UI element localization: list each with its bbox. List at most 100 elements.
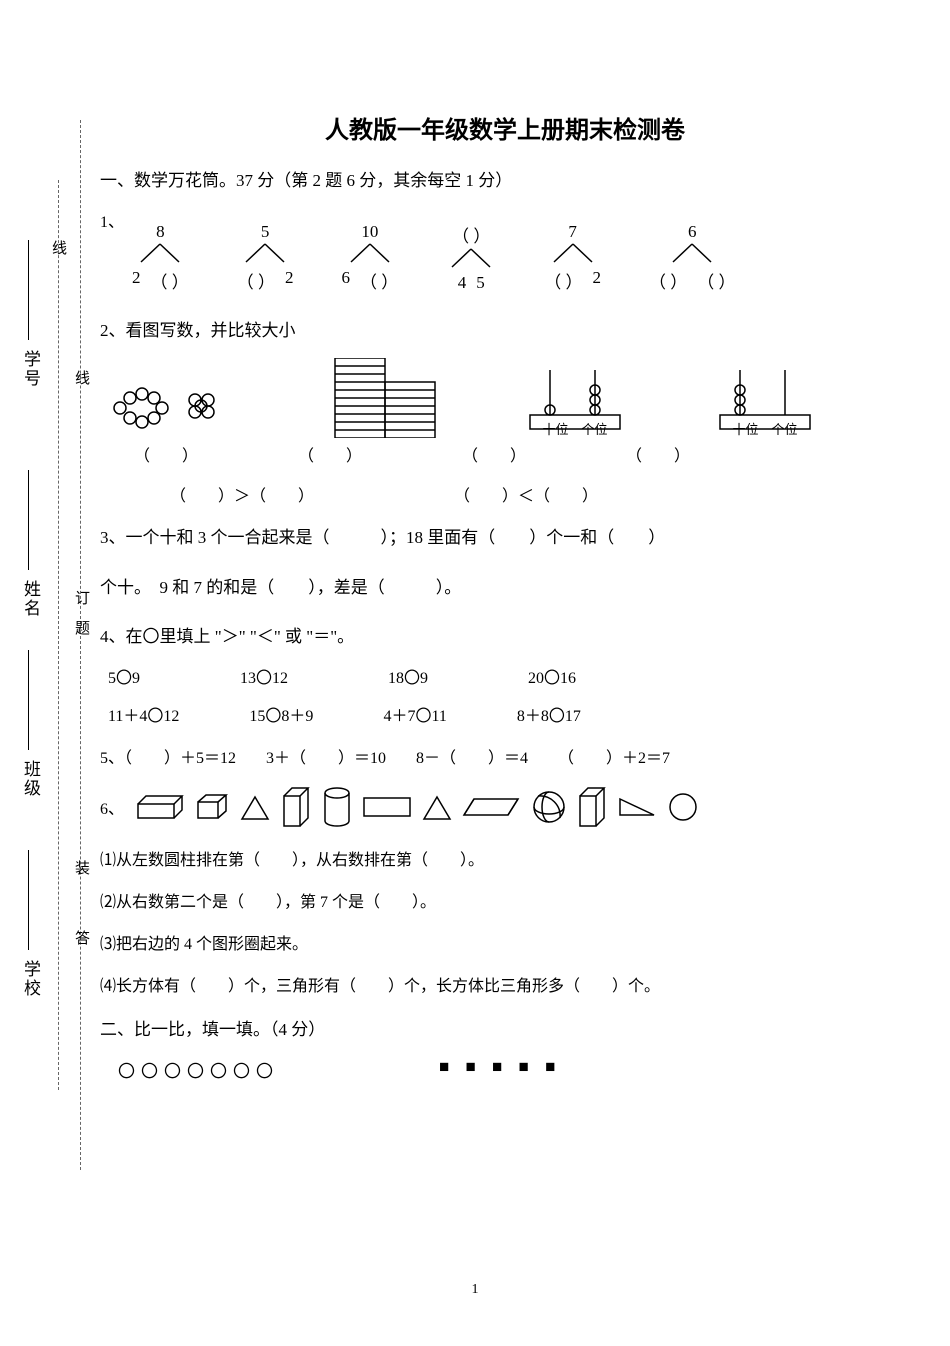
bond-1-top: 8 xyxy=(156,222,165,242)
q4-row2: 11＋4〇12 15〇8＋9 4＋7〇11 8＋8〇17 xyxy=(108,702,910,726)
q2-answers: （ ） （ ） （ ） （ ） xyxy=(134,442,910,466)
vlabel-name: 姓名 xyxy=(18,580,43,618)
q4-row1: 5〇9 13〇12 18〇9 20〇16 xyxy=(108,664,910,688)
q5-3: 8－（ ）＝4 xyxy=(416,744,528,768)
bond-6: 6 （ ） （ ） xyxy=(649,222,736,293)
bond-6-l: （ ） xyxy=(649,268,687,293)
bond-1-r: （ ） xyxy=(151,268,189,293)
bond-5-l: （ ） xyxy=(544,268,582,293)
bond-lines-icon xyxy=(446,247,496,269)
q2-cmp-2: （ ）＜（ ） xyxy=(454,482,598,506)
bond-lines-icon xyxy=(667,242,717,264)
dmark-5: 装 xyxy=(71,860,92,875)
binding-margin: 线 线 订 题 装 答 学号 姓名 班级 学校 xyxy=(0,120,100,1170)
q6-label: 6、 xyxy=(100,795,124,819)
rectangle-icon xyxy=(362,796,412,818)
bond-5-top: 7 xyxy=(568,222,577,242)
bond-lines-icon xyxy=(548,242,598,264)
bond-5-r: 2 xyxy=(593,268,602,293)
q5-2: 3＋（ ）＝10 xyxy=(266,744,386,768)
bond-4-top: （ ） xyxy=(452,222,490,247)
blocks-stack-icon xyxy=(330,358,440,438)
bond-2-top: 5 xyxy=(261,222,270,242)
cuboid-long-icon xyxy=(134,792,184,822)
q4-3: 18〇9 xyxy=(388,664,428,688)
uline-3 xyxy=(28,650,29,750)
bond-lines-icon xyxy=(135,242,185,264)
q4-8: 8＋8〇17 xyxy=(517,702,581,726)
dmark-2: 线 xyxy=(71,370,92,385)
cuboid-tall-icon xyxy=(280,786,312,828)
q2-pictures: 十位 个位 十位 个位 xyxy=(100,358,910,438)
bond-3-l: 6 xyxy=(342,268,351,293)
triangle-icon xyxy=(240,793,270,821)
bond-3-r: （ ） xyxy=(360,268,398,293)
bond-1: 8 2 （ ） xyxy=(132,222,189,293)
q2-ans-3: （ ） xyxy=(462,442,526,466)
circle-icon xyxy=(668,792,698,822)
uline-1 xyxy=(28,240,29,340)
section2-shapes: 〇〇〇〇〇〇〇 ■ ■ ■ ■ ■ xyxy=(118,1057,910,1082)
q1-bonds: 8 2（ ） 5 （ ）2 10 6（ ） （ ） 45 7 xyxy=(132,222,736,293)
q5-1: 5、（ ）＋5＝12 xyxy=(100,744,236,768)
bond-4: （ ） 45 xyxy=(446,222,496,293)
parallelogram-icon xyxy=(462,795,522,819)
abacus-1: 十位 个位 xyxy=(520,370,630,438)
q2-cmp-1: （ ）＞（ ） xyxy=(170,482,314,506)
page-number: 1 xyxy=(0,1282,950,1298)
q6-sub3: ⑶把右边的 4 个图形圈起来。 xyxy=(100,930,910,954)
q4-5: 11＋4〇12 xyxy=(108,702,179,726)
q2-compare: （ ）＞（ ） （ ）＜（ ） xyxy=(170,482,910,506)
bond-2-r: 2 xyxy=(285,268,294,293)
q6-sub4: ⑷长方体有（ ）个，三角形有（ ）个，长方体比三角形多（ ）个。 xyxy=(100,972,910,996)
right-triangle-icon xyxy=(618,795,658,819)
q1-label: 1、 xyxy=(100,208,124,232)
vlabel-school: 学校 xyxy=(18,960,43,998)
cylinder-icon xyxy=(322,786,352,828)
bond-2: 5 （ ） 2 xyxy=(237,222,294,293)
dmark-1: 线 xyxy=(48,240,69,255)
bond-3-top: 10 xyxy=(361,222,378,242)
dash-line-outer xyxy=(80,120,81,1170)
dmark-6: 答 xyxy=(71,930,92,945)
triangle-2-icon xyxy=(422,793,452,821)
circles-row: 〇〇〇〇〇〇〇 xyxy=(118,1057,279,1082)
bond-lines-icon xyxy=(345,242,395,264)
cube-icon xyxy=(194,792,230,822)
bond-4-l: 4 xyxy=(458,273,467,293)
q6-sub1: ⑴从左数圆柱排在第（ ），从右数排在第（ ）。 xyxy=(100,846,910,870)
circles-ring-icon xyxy=(100,378,250,438)
q6-sub2: ⑵从右数第二个是（ ），第 7 个是（ ）。 xyxy=(100,888,910,912)
ball-icon xyxy=(532,790,566,824)
q4-6: 15〇8＋9 xyxy=(249,702,313,726)
bond-lines-icon xyxy=(240,242,290,264)
section2-heading: 二、比一比，填一填。（4 分） xyxy=(100,1016,910,1043)
abacus-2: 十位 个位 xyxy=(710,370,820,438)
cuboid-tall-2-icon xyxy=(576,786,608,828)
squares-row: ■ ■ ■ ■ ■ xyxy=(439,1057,561,1082)
bond-1-l: 2 xyxy=(132,268,141,293)
uline-2 xyxy=(28,470,29,570)
q3-line1: 3、一个十和 3 个一合起来是（ ）；18 里面有（ ）个一和（ ） xyxy=(100,524,910,551)
q4-2: 13〇12 xyxy=(240,664,288,688)
bond-6-r: （ ） xyxy=(697,268,735,293)
q4-4: 20〇16 xyxy=(528,664,576,688)
bond-6-top: 6 xyxy=(688,222,697,242)
q5-4: （ ）＋2＝7 xyxy=(558,744,670,768)
q2-ans-1: （ ） xyxy=(134,442,198,466)
dash-line-inner xyxy=(58,180,59,1090)
q6-row: 6、 xyxy=(100,786,910,828)
bond-5: 7 （ ） 2 xyxy=(544,222,601,293)
q2-ans-4: （ ） xyxy=(626,442,690,466)
uline-4 xyxy=(28,850,29,950)
q3-line2: 个十。 9 和 7 的和是（ ），差是（ ）。 xyxy=(100,574,910,601)
page-title: 人教版一年级数学上册期末检测卷 xyxy=(100,110,910,145)
q4-1: 5〇9 xyxy=(108,664,140,688)
q4-label: 4、在〇里填上 "＞" "＜" 或 "＝"。 xyxy=(100,623,910,650)
section1-heading: 一、数学万花筒。37 分（第 2 题 6 分，其余每空 1 分） xyxy=(100,167,910,194)
bond-2-l: （ ） xyxy=(237,268,275,293)
bond-4-r: 5 xyxy=(476,273,485,293)
vlabel-class: 班级 xyxy=(18,760,43,798)
q2-label: 2、看图写数，并比较大小 xyxy=(100,317,910,344)
page-content: 人教版一年级数学上册期末检测卷 一、数学万花筒。37 分（第 2 题 6 分，其… xyxy=(100,110,910,1082)
